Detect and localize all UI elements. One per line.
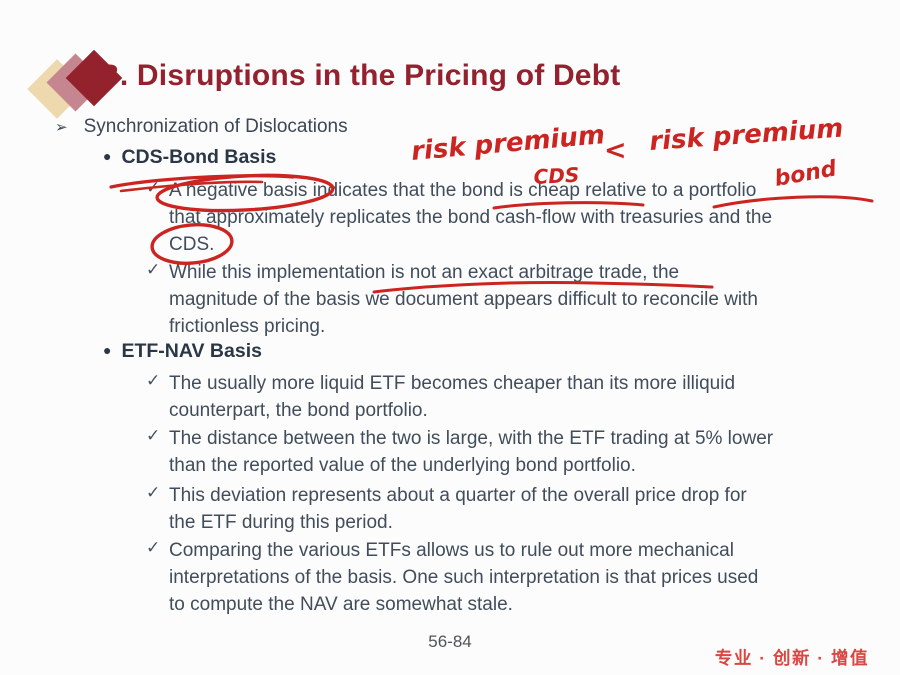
checkmark-icon: ✓ [146,538,161,557]
text-line: the ETF during this period. [169,512,393,533]
text-line: that approximately replicates the bond c… [169,207,773,228]
text-line: counterpart, the bond portfolio. [169,400,428,421]
bullet-item: ✓ The distance between the two is large,… [146,425,773,479]
handwritten-operator: < [604,135,627,166]
bullet-item: ✓ The usually more liquid ETF becomes ch… [146,370,735,424]
text-line: This deviation represents about a quarte… [169,485,747,506]
checkmark-icon: ✓ [146,483,161,502]
handwritten-right-subscript: bond [773,156,839,191]
text-line: The usually more liquid ETF becomes chea… [169,373,736,394]
handwritten-right-term: risk premium [648,114,844,157]
checkmark-icon: ✓ [146,260,161,279]
dot-bullet-icon: ● [103,342,112,358]
text-line: than the reported value of the underlyin… [169,455,636,476]
text-line: The distance between the two is large, w… [169,428,774,449]
slide-title: B. Disruptions in the Pricing of Debt [98,59,621,92]
text-line: While this implementation is not an exac… [169,262,680,283]
page-number: 56-84 [428,632,472,651]
checkmark-icon: ✓ [146,371,161,390]
checkmark-icon: ✓ [146,426,161,445]
handwritten-left-term: risk premium [410,120,606,167]
checkmark-icon: ✓ [146,178,161,197]
footer-slogan: 专业 · 创新 · 增值 [714,648,869,668]
bullet-item: ✓ A negative basis indicates that the bo… [146,177,772,258]
section-heading-label: ETF-NAV Basis [121,340,262,362]
text-line: interpretations of the basis. One such i… [169,567,759,588]
text-line: magnitude of the basis we document appea… [169,289,758,310]
arrow-bullet-icon: ➢ [55,119,68,136]
text-line: A negative basis indicates that the bond… [169,180,757,201]
level1-label: Synchronization of Dislocations [83,116,348,137]
section-heading-label: CDS-Bond Basis [121,146,277,168]
bullet-item: ✓ Comparing the various ETFs allows us t… [146,537,758,618]
bullet-item: ✓ While this implementation is not an ex… [146,259,758,340]
dot-bullet-icon: ● [103,148,112,164]
text-line: frictionless pricing. [169,316,326,337]
text-line: CDS. [169,234,215,255]
text-line: to compute the NAV are somewhat stale. [169,594,513,615]
level1-bullet: ➢ Synchronization of Dislocations [55,116,348,138]
text-line: Comparing the various ETFs allows us to … [169,540,734,561]
section-heading-cds-bond-basis: ● CDS-Bond Basis [103,146,276,169]
bullet-item: ✓ This deviation represents about a quar… [146,482,747,536]
section-heading-etf-nav-basis: ● ETF-NAV Basis [103,340,262,363]
